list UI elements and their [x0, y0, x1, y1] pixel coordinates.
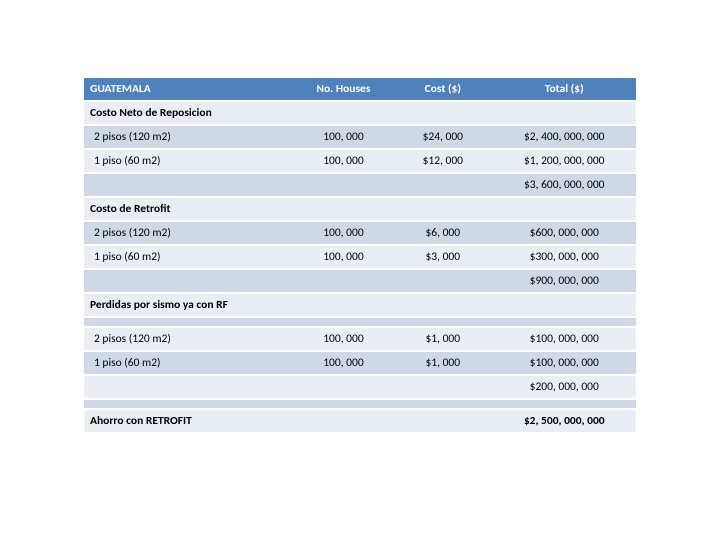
- cell-total: $200, 000, 000: [492, 375, 636, 399]
- cell-cost: [393, 173, 492, 197]
- cell-cost: [393, 293, 492, 317]
- cell-total: $100, 000, 000: [492, 327, 636, 351]
- cell-label: Costo de Retrofit: [84, 197, 294, 221]
- cell-cost: [393, 269, 492, 293]
- cell-houses: 100, 000: [294, 351, 393, 375]
- cell-cost: [393, 101, 492, 125]
- cell-houses: [294, 317, 393, 327]
- cell-houses: 100, 000: [294, 125, 393, 149]
- cell-cost: $12, 000: [393, 149, 492, 173]
- cell-total: $2, 400, 000, 000: [492, 125, 636, 149]
- cell-label: 2 pisos (120 m2): [84, 327, 294, 351]
- cell-houses: [294, 293, 393, 317]
- table-row: $200, 000, 000: [84, 375, 636, 399]
- table-row: [84, 399, 636, 409]
- table-row: Perdidas por sismo ya con RF: [84, 293, 636, 317]
- table-row: $3, 600, 000, 000: [84, 173, 636, 197]
- cell-label: [84, 375, 294, 399]
- cell-houses: [294, 173, 393, 197]
- cell-houses: 100, 000: [294, 221, 393, 245]
- table-row: 1 piso (60 m2)100, 000$12, 000$1, 200, 0…: [84, 149, 636, 173]
- cell-houses: [294, 375, 393, 399]
- table-row: 2 pisos (120 m2)100, 000$1, 000$100, 000…: [84, 327, 636, 351]
- header-cost: Cost ($): [393, 78, 492, 101]
- table-header-row: GUATEMALA No. Houses Cost ($) Total ($): [84, 78, 636, 101]
- cell-total: $1, 200, 000, 000: [492, 149, 636, 173]
- table-row: Costo Neto de Reposicion: [84, 101, 636, 125]
- cell-cost: [393, 197, 492, 221]
- header-label: GUATEMALA: [84, 78, 294, 101]
- header-total: Total ($): [492, 78, 636, 101]
- cell-cost: $1, 000: [393, 327, 492, 351]
- cell-total: [492, 101, 636, 125]
- cell-cost: $3, 000: [393, 245, 492, 269]
- table-row: $900, 000, 000: [84, 269, 636, 293]
- cell-cost: [393, 399, 492, 409]
- table-row: Costo de Retrofit: [84, 197, 636, 221]
- cost-table: GUATEMALA No. Houses Cost ($) Total ($) …: [84, 78, 636, 434]
- cell-cost: [393, 375, 492, 399]
- cell-label: [84, 173, 294, 197]
- cell-houses: 100, 000: [294, 149, 393, 173]
- cost-table-container: GUATEMALA No. Houses Cost ($) Total ($) …: [84, 78, 636, 434]
- cell-total: [492, 399, 636, 409]
- table-row: 1 piso (60 m2)100, 000$3, 000$300, 000, …: [84, 245, 636, 269]
- table-row: 1 piso (60 m2)100, 000$1, 000$100, 000, …: [84, 351, 636, 375]
- cell-total: [492, 293, 636, 317]
- cell-label: [84, 399, 294, 409]
- cell-total: $100, 000, 000: [492, 351, 636, 375]
- cell-label: 1 piso (60 m2): [84, 149, 294, 173]
- cell-cost: $1, 000: [393, 351, 492, 375]
- cell-houses: [294, 101, 393, 125]
- cell-houses: [294, 197, 393, 221]
- cell-houses: [294, 269, 393, 293]
- cell-total: $900, 000, 000: [492, 269, 636, 293]
- cell-total: $600, 000, 000: [492, 221, 636, 245]
- header-houses: No. Houses: [294, 78, 393, 101]
- cell-label: Perdidas por sismo ya con RF: [84, 293, 294, 317]
- cell-houses: [294, 409, 393, 433]
- cell-label: Costo Neto de Reposicion: [84, 101, 294, 125]
- cell-label: 2 pisos (120 m2): [84, 125, 294, 149]
- cell-total: [492, 197, 636, 221]
- cell-cost: [393, 409, 492, 433]
- cell-houses: 100, 000: [294, 327, 393, 351]
- cell-label: [84, 317, 294, 327]
- cell-houses: [294, 399, 393, 409]
- cell-houses: 100, 000: [294, 245, 393, 269]
- cell-total: $300, 000, 000: [492, 245, 636, 269]
- cell-label: Ahorro con RETROFIT: [84, 409, 294, 433]
- cell-label: 2 pisos (120 m2): [84, 221, 294, 245]
- table-row: 2 pisos (120 m2)100, 000$6, 000$600, 000…: [84, 221, 636, 245]
- cell-total: [492, 317, 636, 327]
- cell-cost: [393, 317, 492, 327]
- cell-label: [84, 269, 294, 293]
- table-row: [84, 317, 636, 327]
- cell-label: 1 piso (60 m2): [84, 245, 294, 269]
- table-row: 2 pisos (120 m2)100, 000$24, 000$2, 400,…: [84, 125, 636, 149]
- table-row: Ahorro con RETROFIT $2, 500, 000, 000: [84, 409, 636, 433]
- cell-total: $3, 600, 000, 000: [492, 173, 636, 197]
- cell-total: $2, 500, 000, 000: [492, 409, 636, 433]
- cell-label: 1 piso (60 m2): [84, 351, 294, 375]
- cell-cost: $6, 000: [393, 221, 492, 245]
- cell-cost: $24, 000: [393, 125, 492, 149]
